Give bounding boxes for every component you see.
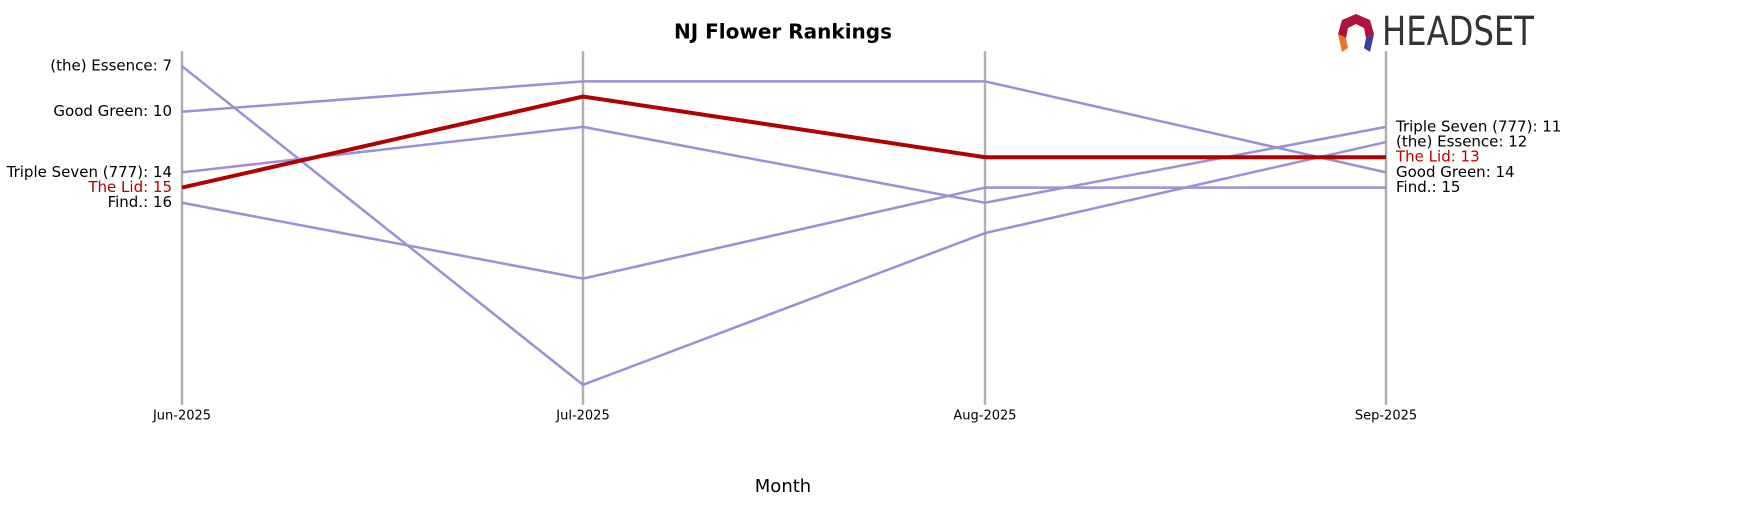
logo-icon xyxy=(1364,34,1374,52)
data-label: The Lid: 15 xyxy=(87,178,172,196)
data-label: Find.: 16 xyxy=(108,193,172,211)
chart-title: NJ Flower Rankings xyxy=(674,20,892,44)
data-label: (the) Essence: 12 xyxy=(1396,133,1527,151)
x-tick-label: Jun-2025 xyxy=(152,409,211,424)
series-line xyxy=(181,94,1386,190)
series-line xyxy=(181,80,1387,174)
data-label: (the) Essence: 7 xyxy=(50,57,172,75)
logo: HEADSET xyxy=(1338,9,1534,55)
data-label: Good Green: 10 xyxy=(53,102,172,120)
series-line xyxy=(181,65,1387,387)
x-tick-label: Sep-2025 xyxy=(1355,409,1417,424)
data-label: The Lid: 13 xyxy=(1395,148,1480,166)
data-label: Triple Seven (777): 14 xyxy=(6,163,172,181)
x-tick-label: Aug-2025 xyxy=(953,409,1016,424)
data-label: Good Green: 14 xyxy=(1396,163,1515,181)
logo-icon xyxy=(1338,34,1348,52)
x-tick-label: Jul-2025 xyxy=(555,409,609,424)
series-line xyxy=(181,125,1387,205)
series-line xyxy=(181,186,1386,280)
data-label: Triple Seven (777): 11 xyxy=(1395,117,1561,135)
x-axis-label: Month xyxy=(755,476,811,497)
logo-icon xyxy=(1338,14,1374,38)
data-label: Find.: 15 xyxy=(1396,178,1460,196)
logo-text: HEADSET xyxy=(1382,9,1534,55)
